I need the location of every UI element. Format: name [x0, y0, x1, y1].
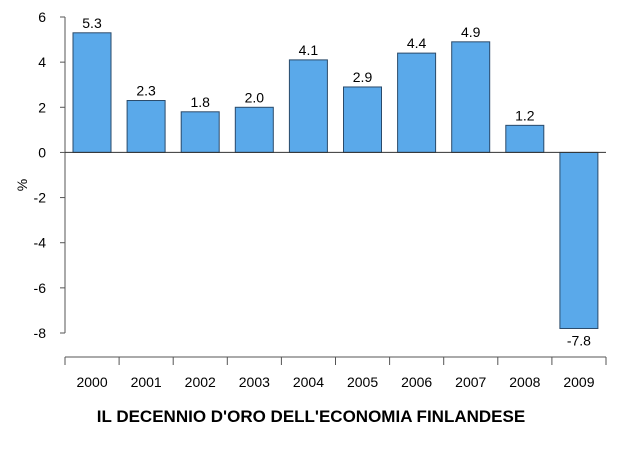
data-label-2007: 4.9 [461, 24, 481, 40]
x-tick-label: 2005 [347, 374, 378, 390]
bar-chart: % 6 4 2 0 -2 -4 -6 -8 5.3 2.3 1.8 2.0 4.1 2.9 4.4 4.9 1… [14, 9, 607, 390]
data-label-2002: 1.8 [190, 94, 210, 110]
bar-2005 [343, 86, 382, 153]
data-label-2003: 2.0 [245, 89, 265, 105]
y-tick-label: -2 [34, 190, 47, 206]
bar-2008 [505, 124, 545, 153]
y-tick-label: -4 [34, 235, 47, 251]
bar-2001 [126, 100, 166, 153]
x-tick-label: 2009 [563, 374, 594, 390]
x-tick-label: 2003 [239, 374, 270, 390]
data-label-2005: 2.9 [353, 69, 373, 85]
bar-2002 [180, 111, 220, 153]
data-label-2006: 4.4 [407, 35, 427, 51]
bar-2004 [288, 59, 328, 153]
bars: 5.3 2.3 1.8 2.0 4.1 2.9 4.4 4.9 1.2 -7.8 [65, 15, 606, 348]
x-axis: 2000 2001 2002 2003 2004 2005 2006 2007 2008 2009 [64, 356, 607, 390]
bar-2007 [451, 41, 491, 153]
data-label-2004: 4.1 [299, 42, 319, 58]
bar-2006 [397, 52, 437, 153]
x-tick-label: 2004 [293, 374, 324, 390]
x-tick-label: 2007 [455, 374, 486, 390]
y-tick-label: 2 [38, 99, 46, 115]
data-label-2009: -7.8 [567, 332, 591, 348]
y-axis: 6 4 2 0 -2 -4 -6 -8 [34, 9, 66, 341]
data-label-2001: 2.3 [136, 83, 156, 99]
x-tick-label: 2001 [131, 374, 162, 390]
x-tick-label: 2000 [76, 374, 107, 390]
x-tick-label: 2008 [509, 374, 540, 390]
y-tick-label: 4 [38, 54, 46, 70]
bar-2000 [72, 32, 112, 153]
y-tick-label: 6 [38, 9, 46, 25]
x-tick-label: 2006 [401, 374, 432, 390]
x-tick-label: 2002 [185, 374, 216, 390]
bar-2009 [559, 151, 599, 329]
data-label-2000: 5.3 [82, 15, 102, 31]
y-axis-label: % [14, 179, 30, 191]
y-tick-label: -8 [34, 325, 47, 341]
y-tick-label: 0 [38, 144, 46, 160]
y-tick-label: -6 [34, 280, 47, 296]
data-label-2008: 1.2 [515, 107, 535, 123]
bar-2003 [234, 106, 274, 153]
chart-title: IL DECENNIO D'ORO DELL'ECONOMIA FINLANDE… [96, 407, 526, 426]
